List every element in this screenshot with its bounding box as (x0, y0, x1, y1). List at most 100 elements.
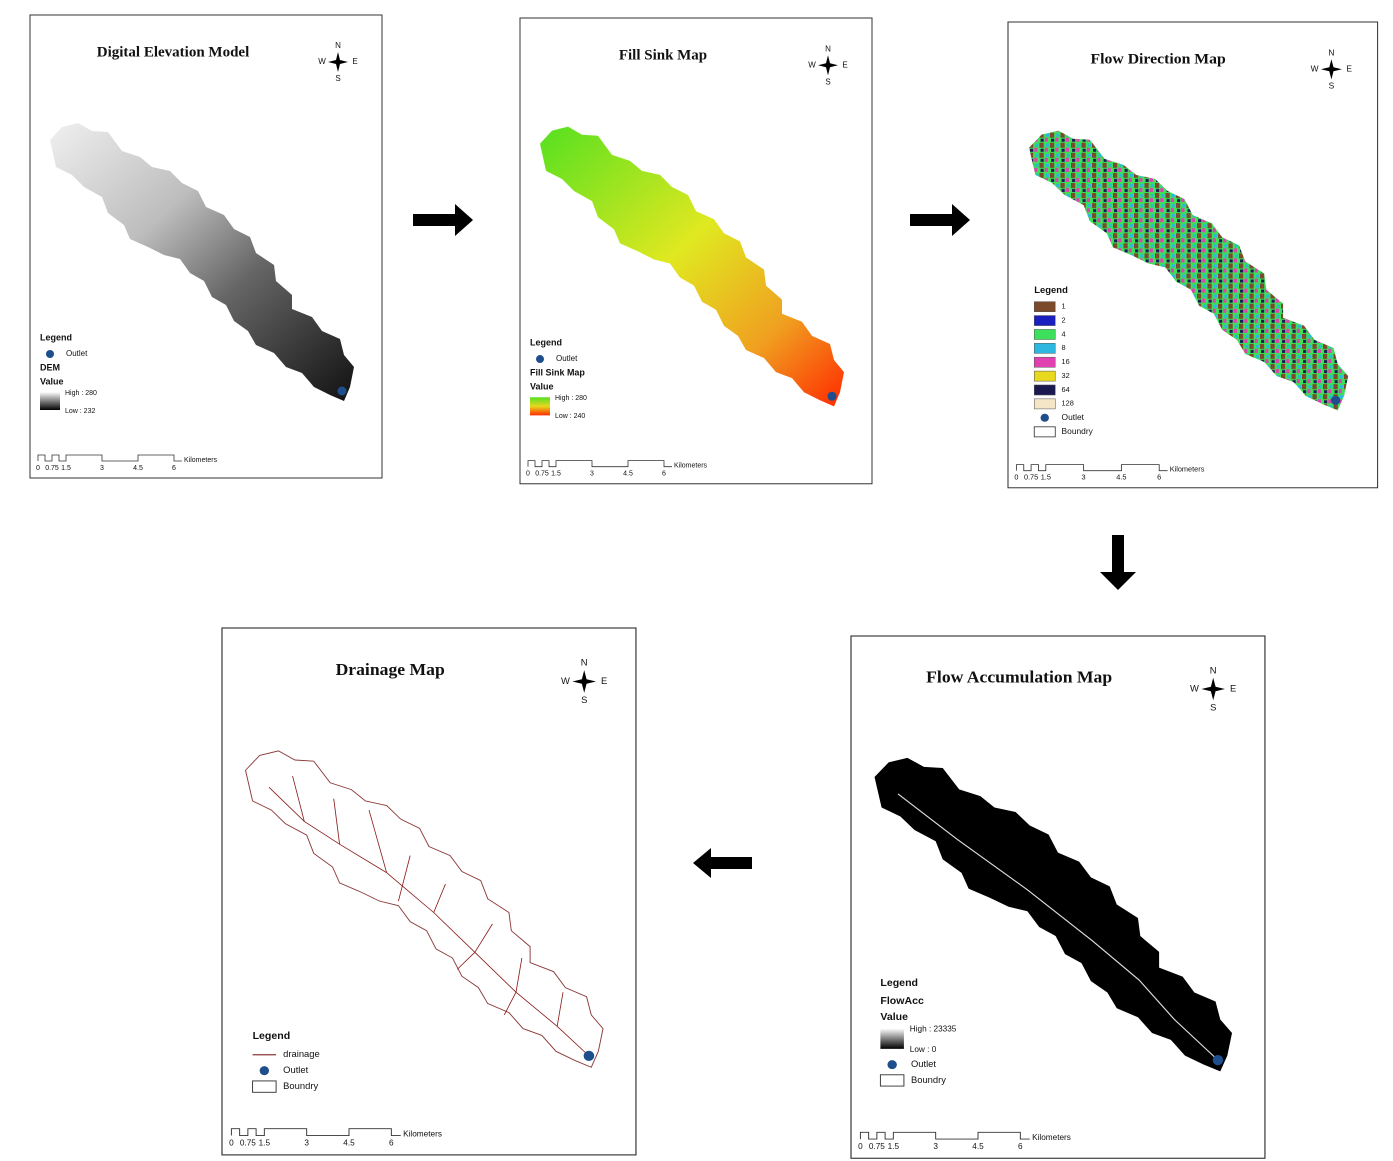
scale-label: 4.5 (972, 1142, 984, 1151)
drainage-line (333, 798, 341, 845)
map-title: Flow Direction Map (1091, 51, 1226, 68)
legend-label: Boundry (1062, 427, 1094, 436)
legend-label: 8 (1062, 343, 1066, 352)
legend-label: Outlet (66, 349, 88, 358)
compass-s: S (825, 77, 830, 86)
scale-label: 1.5 (888, 1142, 900, 1151)
legend-label: 4 (1062, 329, 1066, 338)
legend-title: Legend (40, 332, 72, 342)
scale-label: 3 (933, 1142, 938, 1151)
drainage-line (474, 923, 493, 953)
scale-label: 0.75 (1024, 473, 1038, 482)
watershed (1029, 130, 1349, 411)
compass-s: S (1329, 82, 1335, 91)
map-panel: Flow Accumulation Map N S W E Legend FlowAcc Va… (850, 635, 1266, 1159)
legend-layer: DEM (40, 362, 60, 372)
scale-unit: Kilometers (1170, 465, 1205, 474)
scale-label: 1.5 (259, 1139, 271, 1148)
legend-value: Value (880, 1012, 908, 1023)
outlet-marker (827, 391, 837, 401)
compass-rose (1320, 59, 1342, 80)
legend-low: Low : 240 (555, 413, 585, 420)
legend-label: Boundry (283, 1081, 318, 1091)
legend-layer: FlowAcc (880, 996, 924, 1007)
map-title: Digital Elevation Model (97, 44, 250, 60)
compass-s: S (335, 74, 340, 83)
outlet-marker (1330, 395, 1341, 405)
drainage-line (515, 957, 523, 993)
legend-label: Boundry (911, 1075, 946, 1085)
legend-swatch (1033, 329, 1056, 340)
outlet-marker (337, 386, 347, 396)
scale-unit: Kilometers (184, 457, 218, 464)
legend-high: High : 280 (555, 395, 587, 402)
scale-label: 3 (304, 1139, 309, 1148)
legend-ramp (530, 397, 550, 416)
scale-label: 1.5 (1041, 473, 1051, 482)
scale-label: 6 (1157, 473, 1161, 482)
compass-e: E (1346, 65, 1352, 74)
scale-label: 3 (590, 471, 594, 478)
compass-e: E (601, 676, 607, 686)
legend-outlet (259, 1066, 270, 1076)
legend-title: Legend (1034, 285, 1068, 295)
legend-swatch (1033, 384, 1056, 396)
legend-swatch (1033, 315, 1056, 326)
compass-w: W (318, 57, 326, 66)
scale-label: 6 (1018, 1142, 1023, 1151)
compass-rose (1201, 677, 1225, 701)
legend-label: Outlet (1062, 413, 1085, 422)
arrows (413, 204, 1136, 878)
legend-high: High : 280 (65, 390, 97, 397)
scale-label: 4.5 (1116, 473, 1126, 482)
outlet-marker (583, 1050, 595, 1062)
compass-s: S (1210, 703, 1216, 713)
compass-w: W (561, 676, 570, 686)
map-title: Drainage Map (336, 660, 445, 679)
watershed (245, 750, 604, 1068)
legend-value: Value (40, 376, 64, 386)
legend-label: 64 (1062, 385, 1070, 394)
scale-label: 0 (858, 1142, 863, 1151)
compass-n: N (1210, 666, 1217, 676)
compass-e: E (1230, 684, 1236, 694)
legend-title: Legend (880, 978, 918, 989)
legend-label: 16 (1062, 357, 1070, 366)
legend-value: Value (530, 382, 553, 392)
compass-n: N (1328, 48, 1334, 57)
legend-ramp (40, 392, 60, 410)
map-panel: Drainage Map N S W E Legend drainage Outlet Boun… (221, 627, 637, 1156)
scale-label: 6 (662, 471, 666, 478)
legend-ramp (880, 1028, 904, 1049)
compass-e: E (842, 60, 847, 69)
map-panel: Digital Elevation Model N SW E Legend Outlet D… (29, 14, 383, 479)
scale-unit: Kilometers (403, 1130, 442, 1139)
legend-low: Low : 232 (65, 408, 95, 415)
legend-label: Outlet (911, 1059, 937, 1069)
scale-label: 3 (100, 465, 104, 472)
legend-layer: Fill Sink Map (530, 367, 585, 377)
scale-label: 1.5 (61, 465, 71, 472)
scale-label: 3 (1082, 473, 1086, 482)
legend-high: High : 23335 (910, 1025, 957, 1034)
legend-outlet (1040, 413, 1049, 422)
compass-rose (572, 670, 596, 693)
scale-label: 0.75 (535, 471, 549, 478)
legend-boundary (252, 1080, 277, 1093)
compass-n: N (581, 658, 588, 668)
compass-e: E (352, 57, 357, 66)
scale-unit: Kilometers (1032, 1133, 1071, 1142)
scale-label: 0.75 (240, 1139, 257, 1148)
scale-bar (230, 1128, 401, 1137)
scale-bar (527, 460, 672, 468)
legend-boundary (879, 1074, 905, 1087)
legend-outlet (887, 1060, 897, 1070)
drainage-line (556, 992, 564, 1027)
legend-swatch (1033, 356, 1056, 368)
scale-label: 0 (229, 1139, 234, 1148)
map-title: Fill Sink Map (619, 48, 707, 64)
drainage-line (292, 775, 305, 822)
scale-label: 4.5 (623, 471, 633, 478)
